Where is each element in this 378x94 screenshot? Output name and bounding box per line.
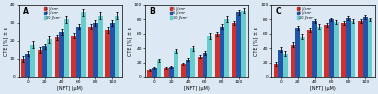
Bar <box>164 68 169 77</box>
Bar <box>236 12 241 77</box>
Bar <box>363 17 367 77</box>
Bar <box>334 22 339 77</box>
Bar <box>186 60 191 77</box>
Bar <box>367 19 372 77</box>
Bar <box>241 11 246 77</box>
Text: A: A <box>23 7 29 16</box>
Y-axis label: CTE [%] ± ε: CTE [%] ± ε <box>3 26 8 56</box>
Bar <box>93 23 98 77</box>
Legend: 5 J/cm², 6 J/cm², 10 J/cm²: 5 J/cm², 6 J/cm², 10 J/cm² <box>296 6 314 20</box>
Bar <box>307 30 312 77</box>
Bar <box>341 23 346 77</box>
Bar <box>71 36 76 77</box>
Bar <box>346 18 351 77</box>
Bar <box>274 64 278 77</box>
Bar <box>295 28 300 77</box>
Bar <box>300 37 305 77</box>
X-axis label: [NFT] (μM): [NFT] (μM) <box>57 86 83 91</box>
Bar <box>220 27 224 77</box>
Bar <box>232 23 236 77</box>
Bar <box>88 27 93 77</box>
Bar <box>38 50 42 77</box>
Bar <box>198 57 203 77</box>
Bar <box>215 34 220 77</box>
Bar <box>312 21 317 77</box>
Bar <box>203 53 208 77</box>
Bar <box>115 16 119 77</box>
Bar <box>351 21 355 77</box>
Bar <box>30 45 35 77</box>
Bar <box>98 16 102 77</box>
Bar <box>169 67 174 77</box>
Text: B: B <box>149 7 155 16</box>
Text: C: C <box>276 7 281 16</box>
Bar <box>54 37 59 77</box>
Bar <box>358 21 363 77</box>
Bar <box>42 46 47 77</box>
Bar <box>105 30 110 77</box>
Bar <box>317 27 322 77</box>
Bar <box>174 51 178 77</box>
Bar <box>76 27 81 77</box>
Bar <box>324 25 329 77</box>
Bar <box>291 45 295 77</box>
Bar <box>81 12 86 77</box>
Legend: 5 J/cm², 6 J/cm², 10 J/cm²: 5 J/cm², 6 J/cm², 10 J/cm² <box>169 6 188 20</box>
Bar <box>329 19 334 77</box>
Bar <box>110 23 115 77</box>
Legend: 5 J/cm², 6 J/cm², 10 J/cm²: 5 J/cm², 6 J/cm², 10 J/cm² <box>43 6 62 20</box>
Bar <box>278 50 283 77</box>
Bar <box>25 54 30 77</box>
Y-axis label: CTE [%] ± ε: CTE [%] ± ε <box>127 26 132 56</box>
Y-axis label: CTE [%] ± ε: CTE [%] ± ε <box>254 26 259 56</box>
Bar <box>156 60 161 77</box>
X-axis label: [NFT] (μM): [NFT] (μM) <box>310 86 336 91</box>
Bar <box>64 19 69 77</box>
Bar <box>147 70 152 77</box>
Bar <box>224 19 229 77</box>
Bar <box>208 36 212 77</box>
Bar <box>47 39 52 77</box>
Bar <box>181 64 186 77</box>
Bar <box>21 59 25 77</box>
X-axis label: [NFT] (μM): [NFT] (μM) <box>184 86 209 91</box>
Bar <box>283 54 288 77</box>
Bar <box>152 68 156 77</box>
Bar <box>59 32 64 77</box>
Bar <box>191 48 195 77</box>
